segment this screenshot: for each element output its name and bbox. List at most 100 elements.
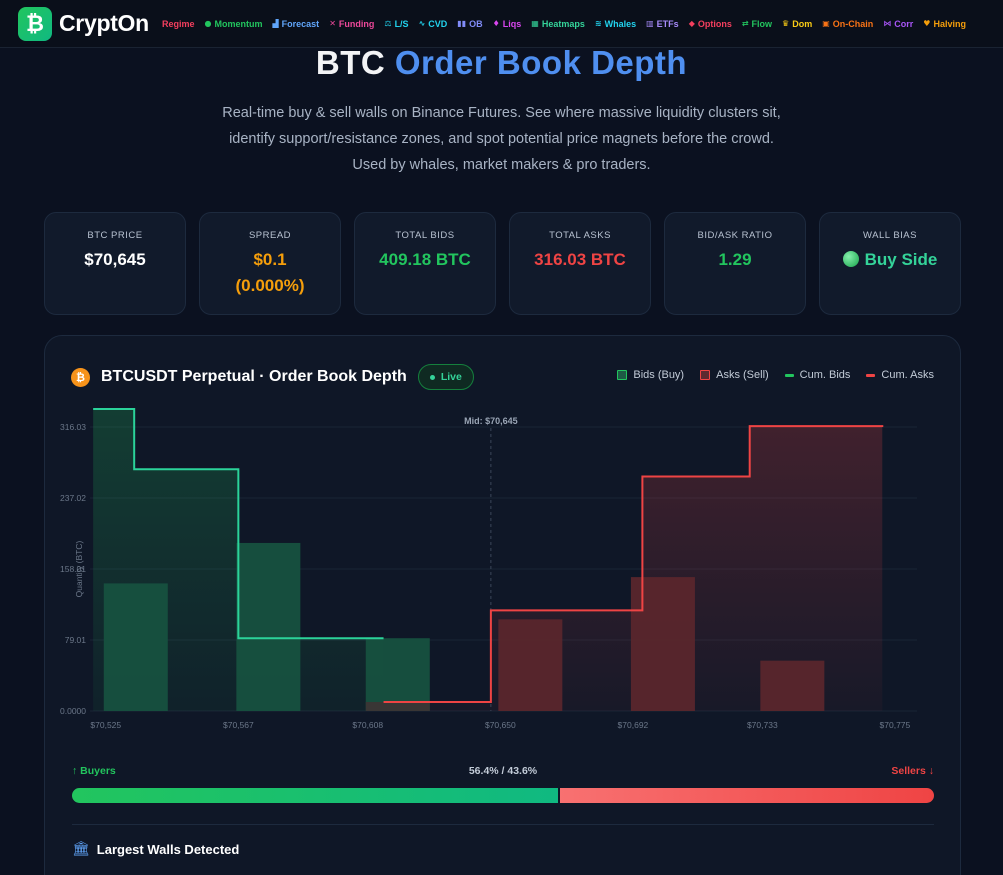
sellers-label: Sellers ↓ — [891, 765, 934, 777]
cum-bids-line-icon — [784, 373, 794, 377]
description-line: identify support/resistance zones, and s… — [229, 131, 774, 147]
asks-swatch-icon — [700, 370, 711, 380]
nav-item-options[interactable]: ◆ Options — [689, 19, 732, 29]
x-tick-label: $70,650 — [485, 720, 516, 730]
nav-item-whales[interactable]: ≋ Whales — [595, 19, 636, 29]
stat-label: SPREAD — [248, 230, 292, 241]
x-tick-label: $70,775 — [880, 720, 911, 730]
y-tick-label: 0.0000 — [60, 706, 86, 716]
y-tick-label: 158.01 — [60, 564, 86, 574]
nav-icon: ✕ — [329, 19, 336, 28]
pressure-bar-buy — [72, 788, 559, 803]
nav-label: Dom — [792, 18, 813, 29]
nav-icon: ▟ — [272, 19, 279, 28]
stat-value: Buy Side — [864, 250, 938, 269]
stat-label: BTC PRICE — [87, 230, 143, 241]
stat-card-total-asks: TOTAL ASKS 316.03 BTC — [509, 212, 651, 315]
x-tick-label: $70,608 — [352, 720, 383, 730]
nav-item-l-s[interactable]: ⚖ L/S — [384, 19, 408, 29]
nav-item-flow[interactable]: ⇄ Flow — [742, 19, 772, 29]
brand-name: CryptOn — [59, 10, 149, 36]
nav-label: Halving — [933, 18, 966, 29]
nav-icon: ≋ — [594, 19, 602, 28]
nav-label: Corr — [894, 18, 914, 29]
nav-icon: ▣ — [822, 19, 830, 28]
nav-label: CVD — [428, 18, 448, 29]
page-title-main: Order Book Depth — [394, 44, 688, 81]
y-tick-label: 237.02 — [60, 493, 86, 503]
legend-bids[interactable]: Bids (Buy) — [617, 369, 684, 381]
nav-icon: ◆ — [688, 19, 695, 28]
legend-label: Cum. Bids — [799, 369, 851, 381]
live-badge: Live — [417, 364, 474, 390]
x-tick-label: $70,733 — [747, 720, 778, 730]
bid-bar — [236, 542, 301, 711]
nav-label: Heatmaps — [541, 18, 585, 29]
legend-label: Bids (Buy) — [633, 369, 685, 381]
y-axis-label: Quantity (BTC) — [74, 540, 84, 597]
x-tick-label: $70,692 — [618, 720, 649, 730]
ask-bar — [630, 577, 695, 711]
nav-label: Whales — [604, 18, 637, 29]
nav-item-heatmaps[interactable]: ▦ Heatmaps — [531, 19, 585, 29]
pressure-bar — [72, 788, 934, 803]
nav-items: Regime ● Momentum ▟ Forecast ✕ Funding ⚖ L/S ∿ CVD… — [162, 19, 1003, 29]
nav-label: ETFs — [656, 18, 679, 29]
nav-icon: ⚖ — [384, 19, 392, 28]
nav-item-regime[interactable]: Regime — [162, 19, 195, 29]
pressure-bar-sell — [560, 788, 934, 803]
brand-logo[interactable]: ₿ CryptOn — [18, 6, 162, 41]
legend-cum-asks[interactable]: Cum. Asks — [866, 369, 934, 381]
stat-value: 316.03 BTC — [534, 250, 626, 269]
nav-item-cvd[interactable]: ∿ CVD — [419, 19, 448, 29]
page-title: BTC Order Book Depth — [0, 44, 1003, 82]
nav-item-halving[interactable]: ♥ Halving — [923, 19, 966, 29]
walls-title: Largest Walls Detected — [96, 841, 240, 857]
nav-item-corr[interactable]: ⋈ Corr — [883, 19, 913, 29]
y-tick-label: 79.01 — [65, 635, 87, 645]
nav-item-dom[interactable]: ♛ Dom — [782, 19, 812, 29]
divider — [72, 824, 934, 825]
nav-label: Options — [697, 18, 732, 29]
ask-bar — [498, 619, 563, 711]
stat-card-spread: SPREAD $0.1 (0.000%) — [199, 212, 341, 315]
nav-icon: ♛ — [782, 19, 790, 28]
nav-label: OB — [469, 18, 483, 29]
nav-item-momentum[interactable]: ● Momentum — [205, 19, 263, 29]
legend-label: Cum. Asks — [881, 369, 934, 381]
stat-value-wrap: Buy Side — [820, 247, 960, 273]
panel-title: BTCUSDT Perpetual · Order Book Depth — [101, 368, 407, 385]
nav-item-forecast[interactable]: ▟ Forecast — [273, 19, 320, 29]
nav-label: Momentum — [214, 18, 263, 29]
nav-item-ob[interactable]: ▮▮ OB — [457, 19, 482, 29]
nav-item-funding[interactable]: ✕ Funding — [329, 19, 374, 29]
nav-icon: ⋈ — [883, 19, 892, 28]
green-orb-icon — [842, 251, 859, 267]
stat-card-btc-price: BTC PRICE $70,645 — [44, 212, 186, 315]
page-title-btc: BTC — [315, 44, 386, 81]
nav-item-liqs[interactable]: ♦ Liqs — [493, 19, 522, 29]
depth-chart: 0.0000 79.01 158.01 237.02 316.03 Quantity (B… — [60, 408, 917, 730]
mid-price-label: Mid: $70,645 — [464, 416, 518, 426]
live-label: Live — [440, 371, 462, 383]
stat-value: $70,645 — [84, 250, 146, 269]
nav-icon: ▮▮ — [457, 19, 467, 28]
x-tick-label: $70,525 — [90, 720, 121, 730]
stat-label: WALL BIAS — [863, 230, 917, 241]
walls-header: 🏛 Largest Walls Detected — [72, 841, 239, 857]
stat-card-bid-ask-ratio: BID/ASK RATIO 1.29 — [664, 212, 806, 315]
x-tick-label: $70,567 — [223, 720, 254, 730]
live-dot-icon — [429, 374, 435, 380]
legend-cum-bids[interactable]: Cum. Bids — [784, 369, 851, 381]
bid-bar — [103, 583, 168, 711]
cum-asks-line-icon — [866, 373, 876, 377]
nav-icon: ▥ — [646, 19, 654, 28]
legend-asks[interactable]: Asks (Sell) — [700, 369, 769, 381]
nav-item-on-chain[interactable]: ▣ On-Chain — [822, 19, 873, 29]
nav-item-etfs[interactable]: ▥ ETFs — [646, 19, 679, 29]
pressure-labels: ↑ Buyers 56.4% / 43.6% Sellers ↓ — [72, 765, 934, 781]
nav-label: Flow — [751, 18, 773, 29]
nav-label: Liqs — [502, 18, 522, 29]
top-nav: ₿ CryptOn Regime ● Momentum ▟ Forecast ✕ Fundi… — [0, 0, 1003, 48]
stat-value: 409.18 BTC — [379, 250, 471, 269]
